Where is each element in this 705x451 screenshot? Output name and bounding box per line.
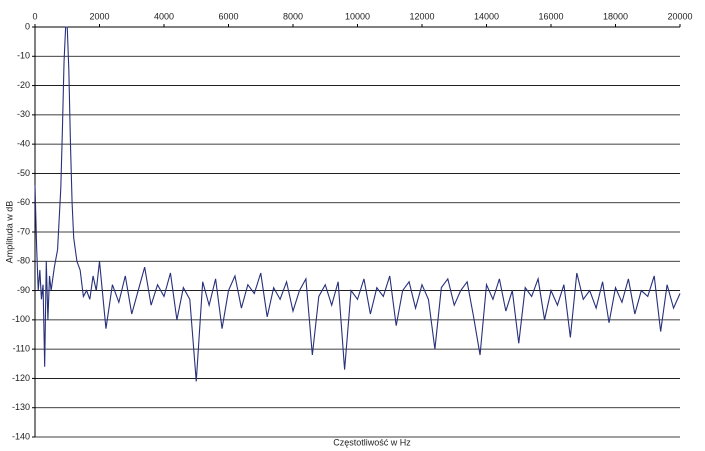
x-tick-label: 2000 xyxy=(89,11,109,21)
x-tick-label: 6000 xyxy=(218,11,238,21)
y-tick-label: -90 xyxy=(17,285,30,295)
y-tick-label: 0 xyxy=(25,21,30,31)
y-tick-label: -40 xyxy=(17,139,30,149)
x-axis-label: Częstotliwość w Hz xyxy=(333,437,411,447)
y-tick-label: -20 xyxy=(17,80,30,90)
y-tick-label: -140 xyxy=(12,431,30,441)
y-tick-label: -10 xyxy=(17,51,30,61)
y-tick-label: -100 xyxy=(12,314,30,324)
y-tick-label: -80 xyxy=(17,256,30,266)
y-tick-label: -120 xyxy=(12,373,30,383)
y-tick-label: -130 xyxy=(12,402,30,412)
y-tick-label: -30 xyxy=(17,109,30,119)
data-line xyxy=(34,26,681,382)
y-tick-label: -50 xyxy=(17,168,30,178)
y-axis-label: Amplituda w dB xyxy=(4,201,14,264)
x-tick-label: 12000 xyxy=(409,11,434,21)
y-tick-label: -70 xyxy=(17,226,30,236)
x-tick-label: 10000 xyxy=(345,11,370,21)
x-tick-label: 16000 xyxy=(538,11,563,21)
x-tick-label: 18000 xyxy=(603,11,628,21)
x-tick-label: 4000 xyxy=(154,11,174,21)
x-tick-label: 0 xyxy=(32,11,37,21)
y-tick-label: -60 xyxy=(17,197,30,207)
x-tick-label: 20000 xyxy=(667,11,692,21)
y-tick-label: -110 xyxy=(13,344,30,354)
x-tick-label: 8000 xyxy=(283,11,303,21)
x-tick-label: 14000 xyxy=(474,11,499,21)
